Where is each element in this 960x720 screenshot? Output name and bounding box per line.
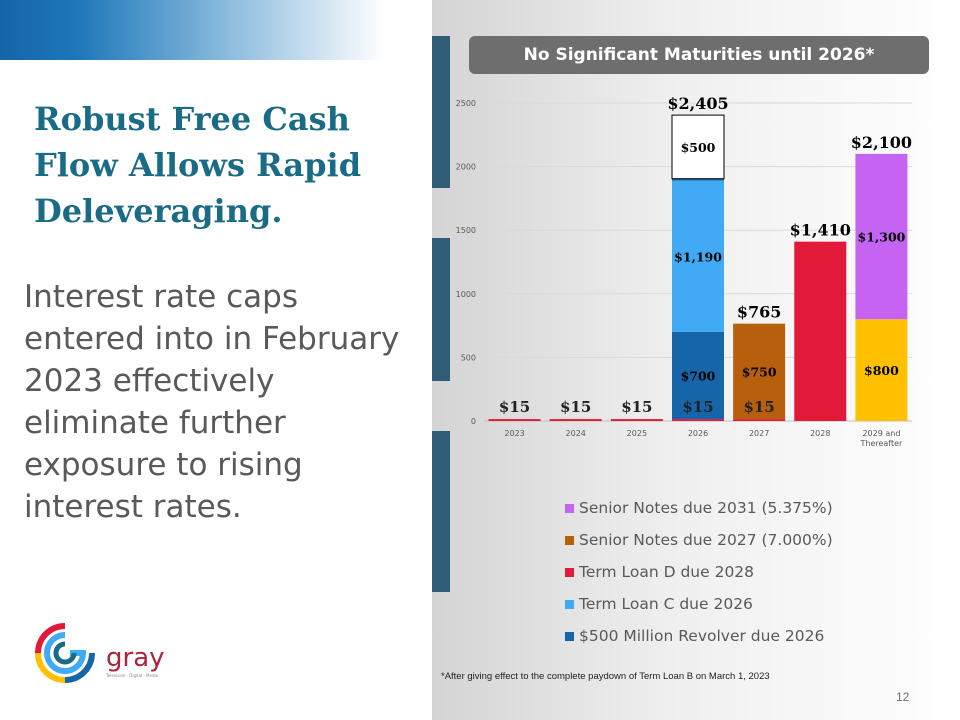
page-number: 12	[896, 690, 910, 704]
legend-swatch	[565, 568, 574, 577]
legend-label: Senior Notes due 2027 (7.000%)	[579, 531, 833, 549]
bar-segment-2023-0	[488, 419, 541, 421]
bar-segment-2026-6	[672, 178, 724, 181]
x-tick-label-2028: 2028	[810, 429, 830, 438]
chart-legend: Senior Notes due 2031 (5.375%) Senior Not…	[565, 496, 833, 656]
logo-tagline: Television · Digital · Media	[105, 673, 159, 678]
y-tick-label-0: 0	[471, 417, 476, 426]
y-tick-label-1500: 1500	[456, 226, 476, 235]
bar-segment-2026-5	[672, 180, 724, 332]
chart-banner: No Significant Maturities until 2026*	[469, 36, 929, 74]
bar-segment-2026-4	[672, 331, 724, 420]
y-tick-label-500: 500	[461, 353, 476, 362]
bar-segment-2029-and-thereafter-11	[855, 319, 908, 421]
bar-segment-2026-3	[672, 419, 724, 421]
accent-bar-middle	[432, 238, 450, 381]
x-tick-label-2029-and-thereafter-line2: Thereafter	[860, 439, 904, 448]
legend-item-0: Senior Notes due 2031 (5.375%)	[565, 496, 833, 528]
x-tick-label-2023: 2023	[504, 429, 524, 438]
base-label-2025: $15	[621, 398, 652, 416]
segment-label-2026-5: $1,190	[674, 249, 722, 264]
slide-body-text: Interest rate caps entered into in Febru…	[24, 279, 400, 525]
legend-swatch	[565, 536, 574, 545]
base-label-2023: $15	[499, 398, 530, 416]
accent-bar-bottom	[432, 431, 450, 592]
total-label-2026: $2,405	[667, 94, 728, 113]
legend-swatch	[565, 504, 574, 513]
total-label-2029-and-thereafter: $2,100	[851, 133, 912, 152]
total-label-2027: $765	[737, 303, 782, 322]
x-tick-label-2029-and-thereafter-line1: 2029 and	[862, 429, 900, 438]
x-tick-label-2027: 2027	[749, 429, 769, 438]
header-gradient-band	[0, 0, 385, 60]
segment-label-2029-and-thereafter-12: $1,300	[858, 230, 906, 245]
bar-segment-2027-8	[733, 419, 786, 421]
bar-segment-2028-10	[794, 241, 847, 421]
y-tick-label-1000: 1000	[456, 290, 476, 299]
legend-label: Term Loan D due 2028	[579, 563, 755, 581]
base-label-2027: $15	[743, 398, 774, 416]
segment-label-2026-4: $700	[681, 369, 716, 384]
base-label-2026: $15	[682, 398, 713, 416]
slide-headline: Robust Free Cash Flow Allows Rapid Delev…	[34, 100, 362, 230]
y-tick-label-2500: 2500	[456, 99, 476, 108]
legend-swatch	[565, 632, 574, 641]
legend-item-2: Term Loan D due 2028	[565, 560, 833, 592]
legend-label: Senior Notes due 2031 (5.375%)	[579, 499, 833, 517]
legend-swatch	[565, 600, 574, 609]
legend-item-4: $500 Million Revolver due 2026	[565, 624, 833, 656]
legend-label: Term Loan C due 2026	[579, 595, 753, 613]
logo-wordmark: gray	[106, 643, 165, 673]
footnote: *After giving effect to the complete pay…	[441, 671, 770, 682]
legend-item-1: Senior Notes due 2027 (7.000%)	[565, 528, 833, 560]
bar-segment-2026-7	[671, 114, 725, 180]
accent-bar-top	[432, 36, 450, 188]
segment-label-2027-9: $750	[742, 364, 777, 379]
bar-segment-2024-1	[549, 419, 602, 421]
x-tick-label-2024: 2024	[566, 429, 586, 438]
segment-label-2029-and-thereafter-11: $800	[864, 363, 899, 378]
bar-segment-2027-9	[733, 323, 786, 420]
gray-logo: gray Television · Digital · Media	[35, 623, 165, 683]
bar-segment-2029-and-thereafter-12	[855, 153, 908, 320]
x-tick-label-2025: 2025	[627, 429, 647, 438]
x-tick-label-2026: 2026	[688, 429, 708, 438]
legend-item-3: Term Loan C due 2026	[565, 592, 833, 624]
base-label-2024: $15	[560, 398, 591, 416]
maturity-chart: 0 500 1000 1500 2000 2500 $700 $1,190 $500 $750 $8…	[456, 94, 912, 448]
bar-segment-2025-2	[610, 419, 663, 421]
legend-label: $500 Million Revolver due 2026	[579, 627, 825, 645]
segment-label-2026-7: $500	[681, 140, 716, 155]
total-label-2028: $1,410	[790, 221, 851, 240]
y-tick-label-2000: 2000	[456, 163, 476, 172]
